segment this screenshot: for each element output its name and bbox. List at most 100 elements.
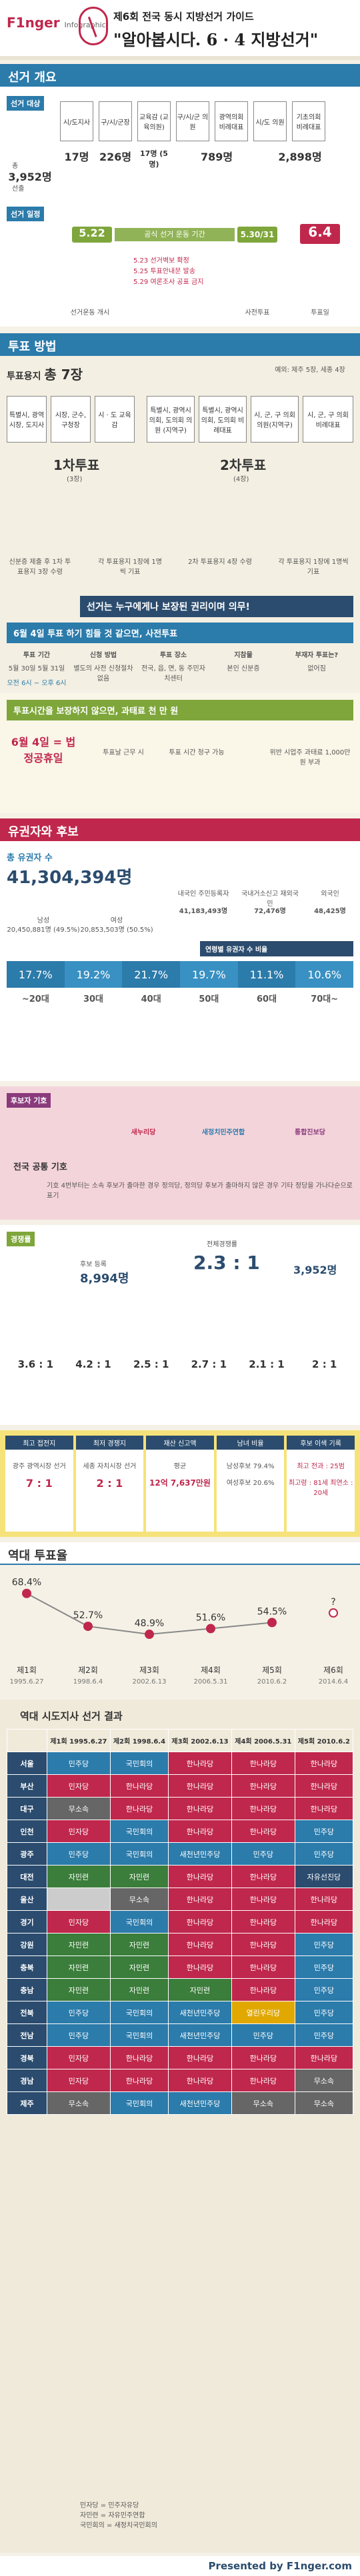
results-row: 대전 자민련 자민련 한나라당 한나라당 자유선진당 (7, 1865, 354, 1888)
early-col-2: 신청 방법 (89, 652, 117, 659)
ballot-stamp-icon (79, 7, 108, 45)
age-label-4: 50대 (199, 994, 219, 1004)
step-2: 각 투표용지 1장에 1명씩 기표 (98, 559, 162, 576)
footnote-1: 민자당 = 민주자유당 (80, 2502, 139, 2509)
overseas-label: 국내거소신고 재외국민 (241, 890, 299, 908)
results-col-4: 제4회 2006.5.31 (231, 1729, 295, 1752)
results-cell: 한나라당 (294, 2046, 354, 2069)
party-2: 새정치민주연합 (201, 1129, 245, 1136)
results-cell: 국민회의 (109, 1842, 169, 1866)
early-time: 오전 6시 ~ 오후 6시 (7, 680, 67, 687)
turnout-date-label: 1998.6.4 (73, 1678, 103, 1686)
results-cell: 한나라당 (168, 1933, 232, 1956)
results-cell: 국민회의 (109, 2091, 169, 2115)
results-city: 전남 (7, 2023, 47, 2047)
results-cell: 한나라당 (109, 1774, 169, 1798)
results-cell: 자민련 (47, 1978, 111, 2001)
rate-3: 2.5 : 1 (133, 1358, 169, 1370)
results-row: 부산 민자당 한나라당 한나라당 한나라당 한나라당 (7, 1774, 354, 1798)
voters-total: 41,304,394명 (7, 868, 133, 888)
section-voters: 유권자와 후보 (0, 818, 360, 841)
results-city: 제주 (7, 2091, 47, 2115)
second-ballot-2: 특별시, 광역시의회, 도의회 비례대표 (199, 396, 247, 443)
target-1: 시/도지사 (60, 101, 93, 141)
results-cell: 무소속 (231, 2091, 295, 2115)
target-label: 선거 대상 (7, 96, 45, 111)
results-cell: 한나라당 (294, 1910, 354, 1933)
results-cell: 민주당 (47, 1842, 111, 1866)
schedule-item-2: 5.25 투표안내문 발송 (133, 268, 196, 275)
voters-panel: 총 유권자 수 41,304,394명 남성 20,450,881명 (49.5… (0, 841, 360, 1081)
results-cell: 한나라당 (109, 2069, 169, 2092)
results-cell: 한나라당 (168, 1752, 232, 1775)
fine-item-2: 투표날 근무 시 (103, 749, 144, 756)
footnote-3: 국민회의 = 새정치국민회의 (80, 2522, 157, 2529)
early-col-4: 지참물 (234, 652, 253, 659)
total-ballots: 투표용지 총 7장 (7, 367, 83, 383)
results-cell: 민주당 (47, 1752, 111, 1775)
turnout-date-label: 1995.6.27 (10, 1678, 44, 1686)
results-cell: 한나라당 (294, 1888, 354, 1911)
results-cell: 자민련 (168, 1978, 232, 2001)
results-cell: 민주당 (294, 1842, 354, 1866)
results-cell: 민주당 (294, 1933, 354, 1956)
symbol-desc: 기호 4번부터는 소속 후보가 출마한 경우 정의당, 정의당 후보가 출마하지… (47, 1182, 353, 1200)
turnout-value-label: ? (331, 1597, 335, 1608)
results-cell: 한나라당 (168, 1888, 232, 1911)
results-row: 강원 자민련 자민련 한나라당 한나라당 민주당 (7, 1933, 354, 1956)
results-city: 울산 (7, 1888, 47, 1911)
rates-row: 3.6 : 1 4.2 : 1 2.5 : 1 2.7 : 1 2.1 : 1 … (7, 1358, 353, 1370)
stat-1-v2: 7 : 1 (25, 1477, 53, 1490)
rate-6: 2 : 1 (312, 1358, 337, 1370)
results-cell: 새천년민주당 (168, 1842, 232, 1866)
results-cell: 한나라당 (168, 1910, 232, 1933)
target-3-count: 17명 (5명) (140, 149, 168, 169)
first-ballot-3: 시 · 도 교육감 (95, 396, 135, 443)
age-title: 연령별 유권자 수 비율 (200, 941, 353, 956)
stat-5-title: 후보 이색 기록 (287, 1436, 355, 1450)
results-cell: 무소속 (47, 2091, 111, 2115)
date-mid: 5.30/31 (237, 227, 277, 243)
results-cell: 민자당 (47, 2069, 111, 2092)
stat-5-v1: 최고 전과 : 25범 (297, 1463, 345, 1470)
results-cell: 열린우리당 (231, 2001, 295, 2024)
stat-2-v1: 세종 자치시장 선거 (83, 1463, 137, 1470)
results-cell: 국민회의 (109, 2023, 169, 2047)
section-overview: 선거 개요 (0, 64, 360, 87)
turnout-category-label: 제1회 (17, 1666, 37, 1675)
results-cell: 민자당 (47, 1910, 111, 1933)
competition-panel: 경쟁률 후보 등록 8,994명 전체경쟁률 2.3 : 1 3,952명 3.… (0, 1225, 360, 1425)
results-row: 인천 민자당 국민회의 한나라당 한나라당 민주당 (7, 1820, 354, 1843)
results-cell: 한나라당 (294, 1752, 354, 1775)
overall-title: 전체경쟁률 (207, 1241, 237, 1248)
rate-4: 2.7 : 1 (191, 1358, 227, 1370)
male-label: 남성 (37, 917, 50, 924)
age-pct-1: 17.7% (7, 961, 65, 988)
stat-1-v1: 광주 광역시장 선거 (12, 1463, 66, 1470)
early-val-5: 없어짐 (307, 665, 326, 672)
results-row: 충남 자민련 자민련 자민련 한나라당 민주당 (7, 1978, 354, 2001)
results-cell: 국민회의 (109, 1910, 169, 1933)
first-ballot-1: 특별시, 광역시장, 도지사 (7, 396, 47, 443)
results-cell: 자민련 (47, 1865, 111, 1888)
overseas-count: 72,476명 (254, 908, 286, 915)
results-cell: 민자당 (47, 1774, 111, 1798)
schedule-label: 선거 일정 (7, 207, 45, 221)
turnout-value-label: 52.7% (73, 1610, 103, 1621)
ballot-note: 예외: 제주 5장, 세종 4장 (275, 367, 345, 374)
stat-3: 재산 신고액 평균 12억 7,637만원 (146, 1436, 214, 1532)
age-pct-5: 11.1% (237, 961, 296, 988)
results-row: 광주 민주당 국민회의 새천년민주당 민주당 민주당 (7, 1842, 354, 1866)
early-vote-banner: 6월 4일 투표 하기 힘들 것 같으면, 사전투표 (7, 623, 353, 643)
stat-4-v2: 여성후보 20.6% (226, 1480, 275, 1487)
turnout-category-label: 제2회 (78, 1666, 98, 1675)
foreign-label: 외국인 (321, 890, 339, 898)
results-cell: 자민련 (47, 1933, 111, 1956)
results-cell: 민주당 (294, 1955, 354, 1979)
header-subtitle: 제6회 전국 동시 지방선거 가이드 (113, 11, 254, 23)
results-cell (47, 1888, 111, 1911)
results-cell: 한나라당 (231, 1888, 295, 1911)
turnout-point (267, 1618, 277, 1628)
results-cell: 한나라당 (168, 1865, 232, 1888)
